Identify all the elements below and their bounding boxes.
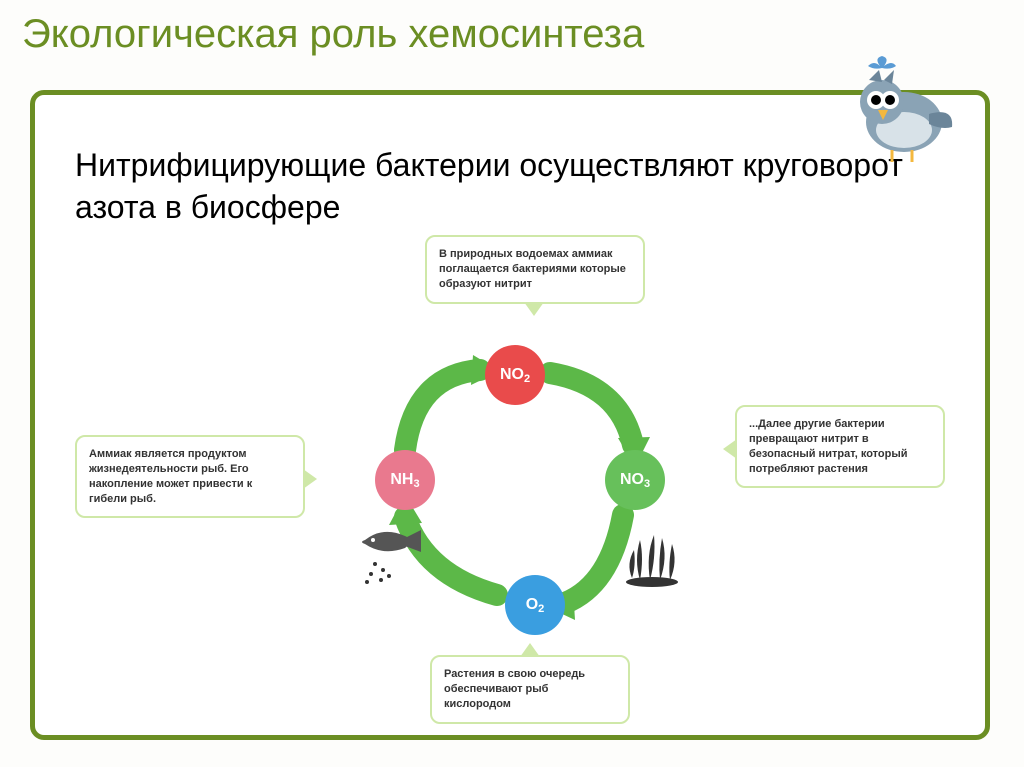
bird-decoration: [834, 52, 964, 167]
callout-right: ...Далее другие бактерии превращают нитр…: [735, 405, 945, 488]
callout-left: Аммиак является продуктом жизнедеятельно…: [75, 435, 305, 518]
subtitle-text: Нитрифицирующие бактерии осуществляют кр…: [75, 145, 955, 228]
callout-bottom: Растения в свою очередь обеспечивают рыб…: [430, 655, 630, 724]
node-nh3-sub: 3: [413, 478, 419, 490]
node-o2-sub: 2: [538, 603, 544, 615]
node-no3-sub: 3: [644, 478, 650, 490]
node-no3-label: NO: [620, 471, 644, 489]
node-nh3-label: NH: [390, 471, 413, 489]
nitrogen-cycle-diagram: NO2 NO3 O2 NH3: [65, 255, 965, 705]
node-no2-label: NO: [500, 366, 524, 384]
node-no2: NO2: [485, 345, 545, 405]
node-nh3: NH3: [375, 450, 435, 510]
node-no3: NO3: [605, 450, 665, 510]
callout-top: В природных водоемах аммиак поглащается …: [425, 235, 645, 304]
node-o2-label: O: [526, 596, 538, 614]
page-title: Экологическая роль хемосинтеза: [22, 12, 644, 57]
fish-icon: [353, 520, 433, 595]
node-no2-sub: 2: [524, 373, 530, 385]
content-frame: Нитрифицирующие бактерии осуществляют кр…: [30, 90, 990, 740]
node-o2: O2: [505, 575, 565, 635]
plant-icon: [620, 520, 690, 595]
